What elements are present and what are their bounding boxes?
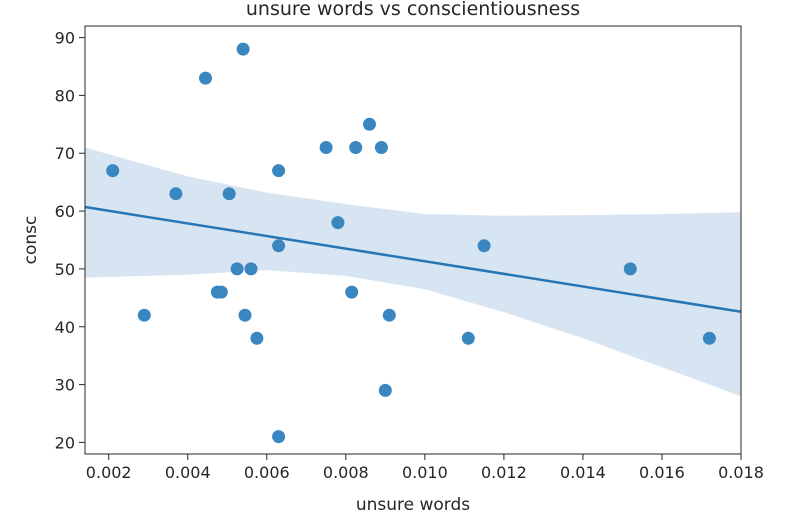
chart-title: unsure words vs conscientiousness [246, 0, 580, 20]
x-tick-label: 0.010 [402, 463, 448, 482]
x-tick-label: 0.002 [86, 463, 132, 482]
data-point [331, 216, 345, 230]
x-tick-label: 0.006 [244, 463, 290, 482]
x-tick-label: 0.004 [165, 463, 211, 482]
data-point [378, 383, 392, 397]
data-point [702, 331, 716, 345]
x-axis-label: unsure words [356, 495, 470, 515]
confidence-band-layer [85, 147, 741, 397]
data-point [382, 308, 396, 322]
data-point [199, 71, 212, 85]
x-tick-label: 0.016 [639, 463, 685, 482]
data-point [272, 430, 286, 444]
regression-line [84, 205, 742, 313]
data-point [345, 285, 359, 299]
confidence-band [85, 147, 741, 397]
y-axis-ticks: 20 30 40 50 60 70 80 90 [55, 29, 85, 452]
data-point [623, 262, 637, 276]
x-tick-label: 0.018 [718, 463, 764, 482]
y-tick-label: 60 [55, 202, 75, 221]
data-point [374, 141, 388, 154]
data-point [363, 117, 376, 131]
x-axis-ticks: 0.002 0.004 0.006 0.008 0.010 0.012 0.014 0.016… [86, 454, 764, 482]
data-point [272, 164, 286, 178]
y-tick-label: 40 [55, 318, 75, 337]
x-tick-label: 0.008 [323, 463, 369, 482]
data-point [238, 308, 252, 322]
y-tick-label: 30 [55, 376, 75, 395]
data-point [106, 164, 120, 178]
data-point [461, 331, 475, 345]
data-point [236, 42, 250, 56]
x-tick-label: 0.014 [560, 463, 606, 482]
plot-area-frame [84, 25, 742, 455]
data-point [349, 141, 363, 154]
data-point [222, 187, 236, 201]
data-points-layer [106, 42, 716, 444]
y-tick-label: 70 [55, 144, 75, 163]
data-point [319, 141, 333, 154]
data-point [477, 239, 491, 253]
data-point [169, 187, 183, 201]
data-point [214, 285, 228, 299]
data-point [137, 308, 151, 322]
data-point [250, 331, 264, 345]
y-axis-label: consc [21, 216, 41, 265]
regression-line-layer [84, 205, 742, 313]
data-point [230, 262, 244, 276]
y-tick-label: 50 [55, 260, 75, 279]
x-tick-label: 0.012 [481, 463, 527, 482]
data-point [272, 239, 286, 253]
data-point [244, 262, 258, 276]
y-tick-label: 90 [55, 29, 75, 48]
y-tick-label: 20 [55, 433, 75, 452]
y-tick-label: 80 [55, 86, 75, 105]
